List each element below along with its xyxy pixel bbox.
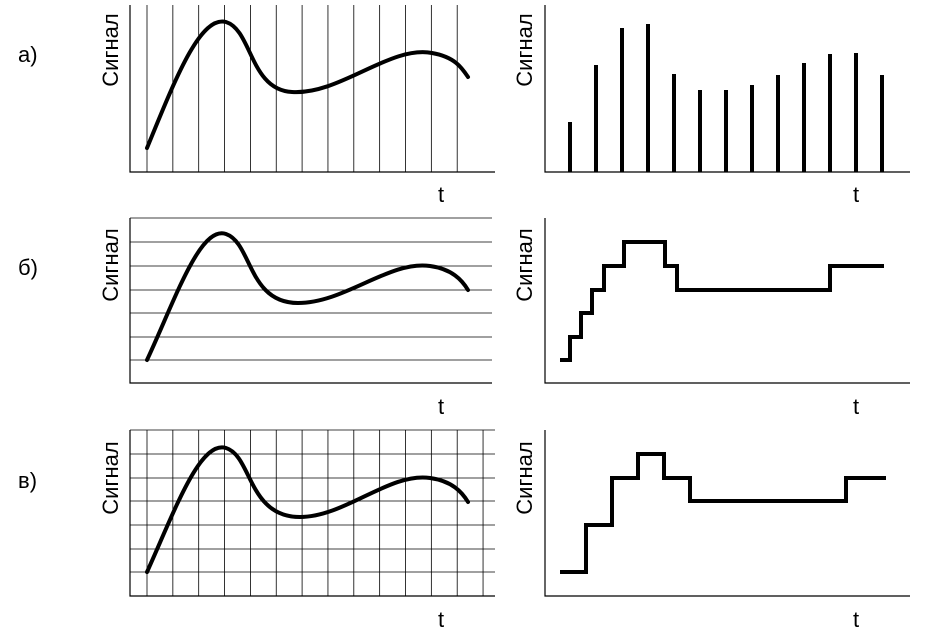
axes — [544, 5, 910, 173]
axes — [544, 430, 910, 597]
samples — [568, 24, 884, 172]
signal-curve — [145, 19, 470, 150]
sampled-quantized-signal — [560, 452, 886, 574]
x-label: t — [853, 394, 859, 419]
x-label: t — [853, 607, 859, 632]
signal-curve — [145, 445, 470, 574]
y-label: Сигнал — [98, 13, 123, 86]
axes — [129, 218, 492, 384]
axes — [129, 430, 495, 597]
x-label: t — [438, 394, 444, 419]
x-label: t — [438, 607, 444, 632]
y-label: Сигнал — [98, 228, 123, 301]
axes — [544, 218, 910, 384]
y-label: Сигнал — [98, 441, 123, 514]
row-label: в) — [18, 468, 37, 493]
row-label: а) — [18, 42, 38, 67]
signal-curve — [145, 231, 470, 362]
x-label: t — [438, 182, 444, 207]
row-label: б) — [18, 255, 38, 280]
axes — [129, 5, 495, 173]
y-label: Сигнал — [512, 441, 537, 514]
y-label: Сигнал — [512, 13, 537, 86]
x-label: t — [853, 182, 859, 207]
y-label: Сигнал — [512, 228, 537, 301]
quantized-signal — [560, 240, 884, 362]
